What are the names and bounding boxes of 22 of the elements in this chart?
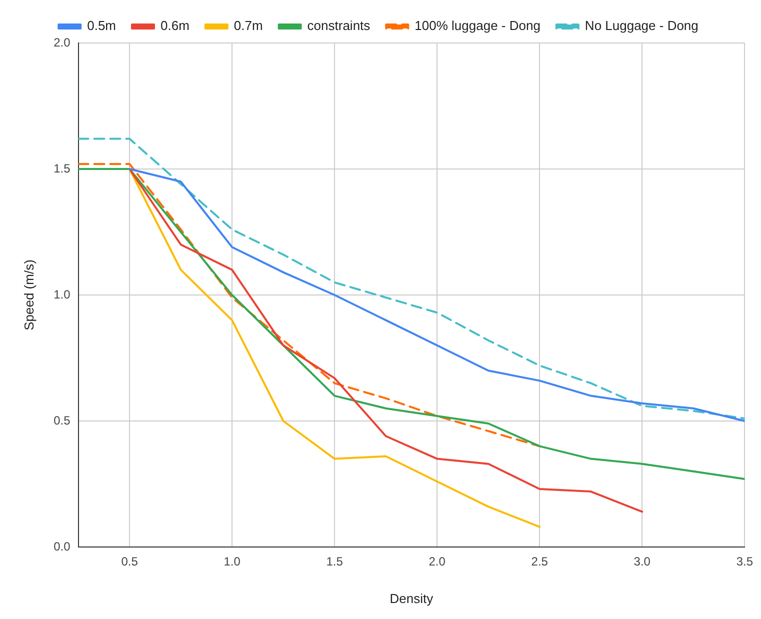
line-series — [78, 138, 745, 420]
x-axis-title: Density — [390, 590, 434, 606]
legend-label: 0.5m — [87, 18, 116, 34]
x-tick-label: 2.5 — [531, 554, 548, 569]
legend-label: constraints — [307, 18, 371, 34]
y-tick-label: 1.0 — [54, 287, 71, 302]
x-tick-label: 1.5 — [326, 554, 344, 569]
legend-label: 0.6m — [160, 18, 190, 34]
line-series — [78, 162, 541, 448]
legend-label: 0.7m — [234, 18, 263, 34]
y-tick-label: 0.5 — [54, 413, 71, 428]
y-axis-title: Speed (m/s) — [21, 260, 36, 330]
x-tick-label: 3.0 — [634, 554, 651, 569]
x-tick-label: 3.5 — [736, 554, 754, 569]
y-tick-label: 2.0 — [54, 35, 71, 50]
legend-label: No Luggage - Dong — [584, 18, 698, 34]
x-tick-label: 1.0 — [224, 554, 241, 569]
legend-label: 100% luggage - Dong — [414, 18, 540, 34]
y-tick-label: 0.0 — [54, 539, 71, 554]
x-tick-label: 0.5 — [121, 554, 138, 569]
y-tick-label: 1.5 — [54, 161, 71, 176]
x-tick-label: 2.0 — [428, 554, 446, 569]
